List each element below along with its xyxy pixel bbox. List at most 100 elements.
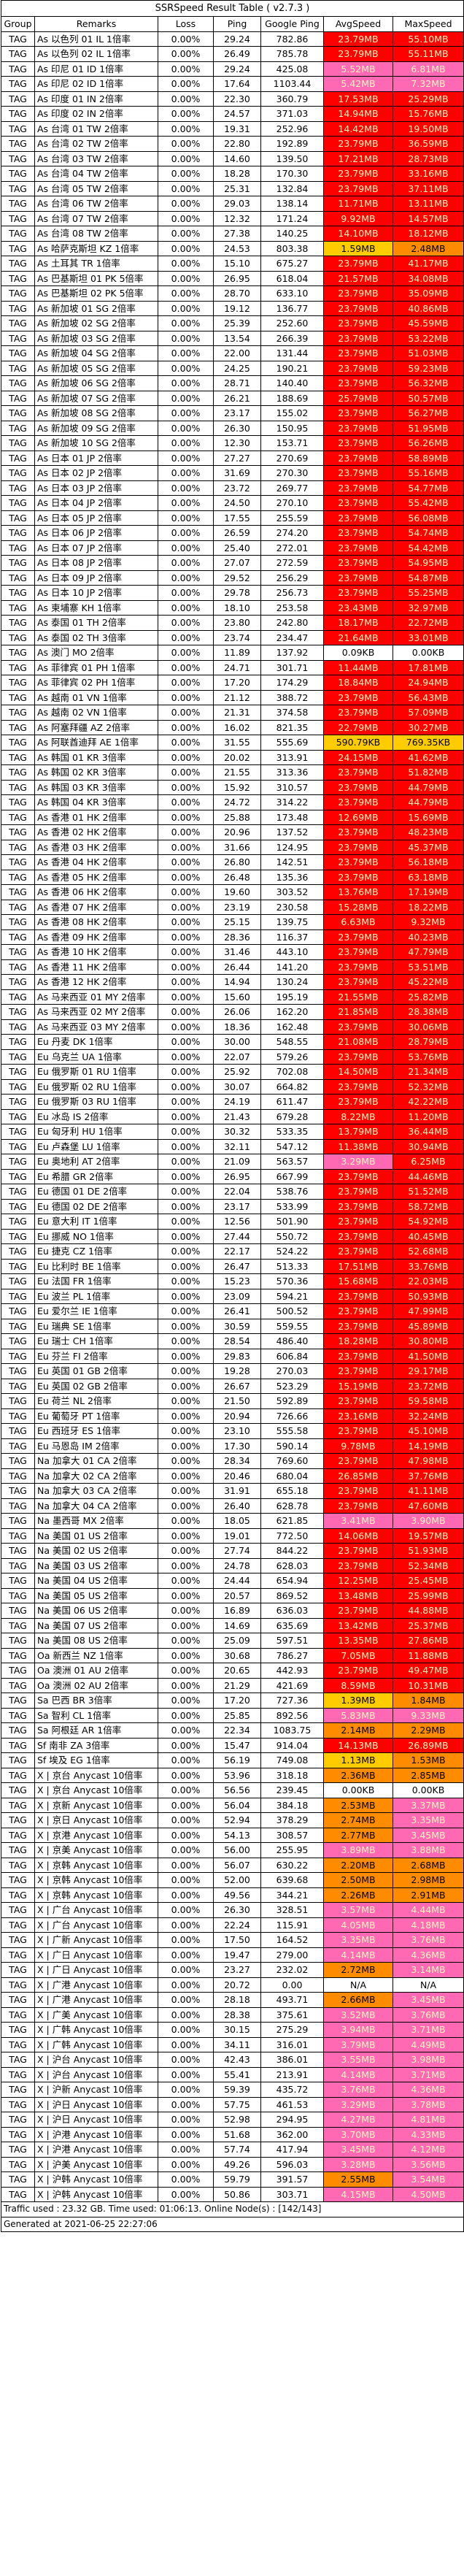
cell-ping: 24.44 <box>213 1573 261 1589</box>
cell-max-speed: 32.24MB <box>392 1408 464 1424</box>
cell-avg-speed: 26.85MB <box>323 1468 393 1484</box>
cell-avg-speed: 23.79MB <box>323 166 393 182</box>
cell-loss: 0.00% <box>158 1228 214 1244</box>
cell-avg-speed: 1.59MB <box>323 240 393 256</box>
cell-max-speed: 41.50MB <box>392 1348 464 1364</box>
cell-remarks: As 柬埔寨 KH 1倍率 <box>34 599 158 616</box>
cell-remarks: Oa 澳洲 02 AU 2倍率 <box>34 1677 158 1693</box>
cell-group: TAG <box>1 1408 35 1424</box>
table-row: TAG X | 沪港 Anycast 10倍率 0.00% 51.68 362.00 3.… <box>1 2126 464 2142</box>
table-row: TAG As 香港 01 HK 2倍率 0.00% 25.88 173.48 12.69M… <box>1 809 464 825</box>
table-row: TAG X | 京韩 Anycast 10倍率 0.00% 56.07 630.22 2.… <box>1 1857 464 1873</box>
cell-avg-speed: 23.79MB <box>323 1318 393 1334</box>
cell-loss: 0.00% <box>158 210 214 226</box>
cell-google-ping: 486.40 <box>260 1333 324 1349</box>
table-row: TAG As 韩国 01 KR 3倍率 0.00% 20.02 313.91 24.15M… <box>1 749 464 765</box>
cell-remarks: As 巴基斯坦 01 PK 5倍率 <box>34 270 158 286</box>
cell-remarks: Sa 智利 CL 1倍率 <box>34 1707 158 1723</box>
cell-max-speed: 3.45MB <box>392 1992 464 2008</box>
cell-loss: 0.00% <box>158 2082 214 2098</box>
cell-google-ping: 391.57 <box>260 2171 324 2188</box>
table-row: TAG As 韩国 04 KR 3倍率 0.00% 24.72 314.22 23.79M… <box>1 794 464 810</box>
cell-ping: 31.46 <box>213 944 261 960</box>
cell-google-ping: 378.29 <box>260 1812 324 1828</box>
cell-group: TAG <box>1 2112 35 2128</box>
cell-loss: 0.00% <box>158 360 214 376</box>
cell-avg-speed: 23.79MB <box>323 944 393 960</box>
cell-avg-speed: 4.14MB <box>323 2066 393 2082</box>
cell-remarks: As 菲律宾 02 PH 1倍率 <box>34 675 158 691</box>
cell-max-speed: 37.76MB <box>392 1468 464 1484</box>
cell-google-ping: 153.71 <box>260 435 324 451</box>
cell-loss: 0.00% <box>158 226 214 242</box>
cell-google-ping: 195.19 <box>260 989 324 1005</box>
footer-summary-row: Traffic used : 23.32 GB. Time used: 01:0… <box>0 2201 464 2217</box>
table-row: TAG X | 广港 Anycast 10倍率 0.00% 20.72 0.00 N/A N… <box>1 1977 464 1993</box>
cell-avg-speed: 3.89MB <box>323 1842 393 1858</box>
cell-group: TAG <box>1 1543 35 1559</box>
cell-loss: 0.00% <box>158 1243 214 1260</box>
cell-remarks: Eu 乌克兰 UA 1倍率 <box>34 1049 158 1065</box>
cell-loss: 0.00% <box>158 2186 214 2202</box>
cell-max-speed: 50.57MB <box>392 390 464 406</box>
cell-remarks: As 韩国 04 KR 3倍率 <box>34 794 158 810</box>
cell-loss: 0.00% <box>158 1138 214 1154</box>
cell-avg-speed: 23.79MB <box>323 1393 393 1409</box>
table-row: TAG Eu 希腊 GR 2倍率 0.00% 26.95 667.99 23.79MB 44… <box>1 1168 464 1184</box>
cell-loss: 0.00% <box>158 1049 214 1065</box>
cell-google-ping: 493.71 <box>260 1992 324 2008</box>
cell-avg-speed: 12.69MB <box>323 809 393 825</box>
cell-google-ping: 679.28 <box>260 1108 324 1124</box>
cell-avg-speed: 23.79MB <box>323 1019 393 1035</box>
cell-group: TAG <box>1 1527 35 1544</box>
table-row: TAG As 新加坡 08 SG 2倍率 0.00% 23.17 155.02 23.79… <box>1 405 464 421</box>
cell-ping: 28.38 <box>213 2006 261 2023</box>
cell-group: TAG <box>1 2066 35 2082</box>
cell-loss: 0.00% <box>158 2096 214 2112</box>
cell-google-ping: 301.71 <box>260 659 324 675</box>
cell-remarks: Na 美国 07 US 2倍率 <box>34 1617 158 1633</box>
table-row: TAG Oa 澳洲 02 AU 2倍率 0.00% 21.29 421.69 8.59MB… <box>1 1677 464 1693</box>
cell-group: TAG <box>1 315 35 331</box>
table-row: TAG Eu 马恩岛 IM 2倍率 0.00% 17.30 590.14 9.78MB 14… <box>1 1438 464 1454</box>
cell-avg-speed: 23.79MB <box>323 1363 393 1379</box>
cell-loss: 0.00% <box>158 375 214 391</box>
cell-avg-speed: 2.77MB <box>323 1827 393 1843</box>
cell-remarks: As 巴基斯坦 02 PK 5倍率 <box>34 285 158 302</box>
cell-max-speed: 47.79MB <box>392 944 464 960</box>
cell-google-ping: 548.55 <box>260 1034 324 1050</box>
cell-loss: 0.00% <box>158 675 214 691</box>
table-row: TAG As 香港 08 HK 2倍率 0.00% 25.15 139.75 6.63MB… <box>1 914 464 930</box>
cell-google-ping: 1103.44 <box>260 76 324 92</box>
cell-ping: 18.36 <box>213 1019 261 1035</box>
cell-group: TAG <box>1 735 35 751</box>
cell-ping: 23.27 <box>213 1962 261 1978</box>
cell-ping: 24.71 <box>213 659 261 675</box>
cell-avg-speed: 23.79MB <box>323 1184 393 1200</box>
cell-google-ping: 654.94 <box>260 1573 324 1589</box>
cell-google-ping: 164.52 <box>260 1932 324 1948</box>
cell-max-speed: 54.92MB <box>392 1214 464 1230</box>
cell-loss: 0.00% <box>158 1767 214 1783</box>
table-row: TAG As 新加坡 05 SG 2倍率 0.00% 24.25 190.21 23.79… <box>1 360 464 376</box>
cell-avg-speed: 3.41MB <box>323 1513 393 1529</box>
cell-ping: 25.88 <box>213 809 261 825</box>
cell-max-speed: 40.86MB <box>392 300 464 316</box>
cell-google-ping: 388.72 <box>260 689 324 705</box>
cell-max-speed: 36.59MB <box>392 136 464 152</box>
table-row: TAG Sa 巴西 BR 3倍率 0.00% 17.20 727.36 1.39MB 1.8… <box>1 1693 464 1709</box>
cell-group: TAG <box>1 1198 35 1214</box>
table-row: TAG As 韩国 03 KR 3倍率 0.00% 15.92 310.57 23.79M… <box>1 779 464 795</box>
cell-ping: 28.71 <box>213 375 261 391</box>
cell-max-speed: 55.16MB <box>392 465 464 481</box>
cell-max-speed: 45.22MB <box>392 974 464 990</box>
cell-max-speed: 51.03MB <box>392 345 464 361</box>
cell-ping: 24.50 <box>213 495 261 511</box>
table-row: TAG As 香港 04 HK 2倍率 0.00% 26.80 142.51 23.79M… <box>1 854 464 870</box>
cell-avg-speed: 6.63MB <box>323 914 393 930</box>
cell-group: TAG <box>1 1034 35 1050</box>
cell-group: TAG <box>1 2082 35 2098</box>
cell-avg-speed: 4.05MB <box>323 1917 393 1933</box>
cell-max-speed: 51.52MB <box>392 1184 464 1200</box>
cell-google-ping: 386.01 <box>260 2052 324 2068</box>
